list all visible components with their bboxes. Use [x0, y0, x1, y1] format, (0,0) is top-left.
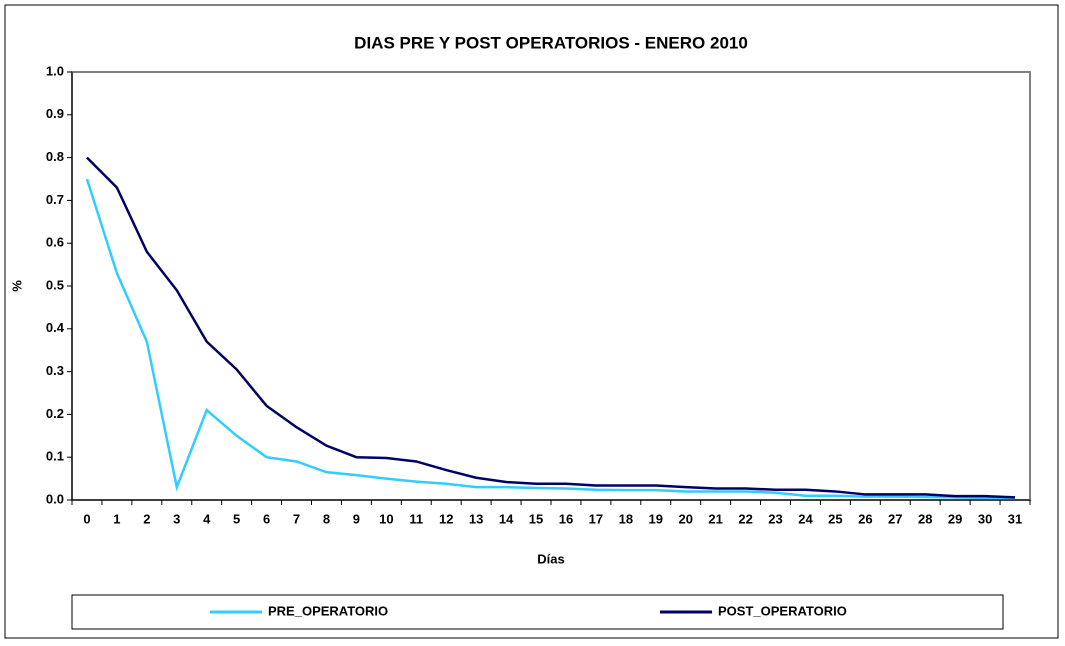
x-tick-label: 29: [948, 511, 962, 526]
x-tick-label: 0: [83, 511, 90, 526]
x-tick-label: 12: [439, 511, 453, 526]
x-tick-label: 22: [738, 511, 752, 526]
x-tick-label: 1: [113, 511, 120, 526]
x-tick-label: 13: [469, 511, 483, 526]
line-series: [86, 156, 1016, 499]
x-tick-label: 30: [978, 511, 992, 526]
x-tick-label: 27: [888, 511, 902, 526]
x-tick-label: 17: [589, 511, 603, 526]
y-tick-label: 0.1: [46, 449, 64, 464]
plot-area: [71, 71, 1031, 501]
y-axis-label: %: [9, 280, 24, 292]
x-tick-label: 21: [708, 511, 722, 526]
x-tick-label: 4: [203, 511, 211, 526]
y-tick-label: 0.5: [46, 277, 64, 292]
x-tick-label: 23: [768, 511, 782, 526]
legend-label: POST_OPERATORIO: [718, 603, 847, 618]
x-tick-label: 11: [409, 511, 423, 526]
x-tick-label: 9: [353, 511, 360, 526]
x-tick-label: 31: [1008, 511, 1022, 526]
x-tick-label: 7: [293, 511, 300, 526]
x-tick-label: 10: [379, 511, 393, 526]
y-tick-label: 0.8: [46, 149, 64, 164]
y-tick-label: 0.0: [46, 491, 64, 506]
x-tick-label: 20: [678, 511, 692, 526]
x-tick-label: 28: [918, 511, 932, 526]
x-tick-label: 26: [858, 511, 872, 526]
x-tick-label: 25: [828, 511, 842, 526]
chart-title: DIAS PRE Y POST OPERATORIOS - ENERO 2010: [354, 33, 748, 52]
x-tick-label: 24: [798, 511, 813, 526]
y-tick-label: 0.6: [46, 235, 64, 250]
y-tick-label: 0.7: [46, 192, 64, 207]
y-tick-label: 0.9: [46, 106, 64, 121]
x-tick-label: 16: [559, 511, 573, 526]
x-tick-label: 18: [619, 511, 633, 526]
x-tick-label: 2: [143, 511, 150, 526]
x-tick-label: 15: [529, 511, 543, 526]
x-tick-label: 6: [263, 511, 270, 526]
y-tick-label: 0.2: [46, 406, 64, 421]
x-tick-label: 19: [649, 511, 663, 526]
legend-label: PRE_OPERATORIO: [268, 603, 388, 618]
x-tick-label: 14: [499, 511, 514, 526]
x-axis-label: Días: [537, 551, 564, 566]
x-tick-label: 3: [173, 511, 180, 526]
y-tick-label: 1.0: [46, 63, 64, 78]
y-tick-label: 0.3: [46, 363, 64, 378]
x-tick-label: 8: [323, 511, 330, 526]
x-tick-label: 5: [233, 511, 240, 526]
y-tick-label: 0.4: [46, 320, 65, 335]
line-series: [85, 178, 1016, 500]
